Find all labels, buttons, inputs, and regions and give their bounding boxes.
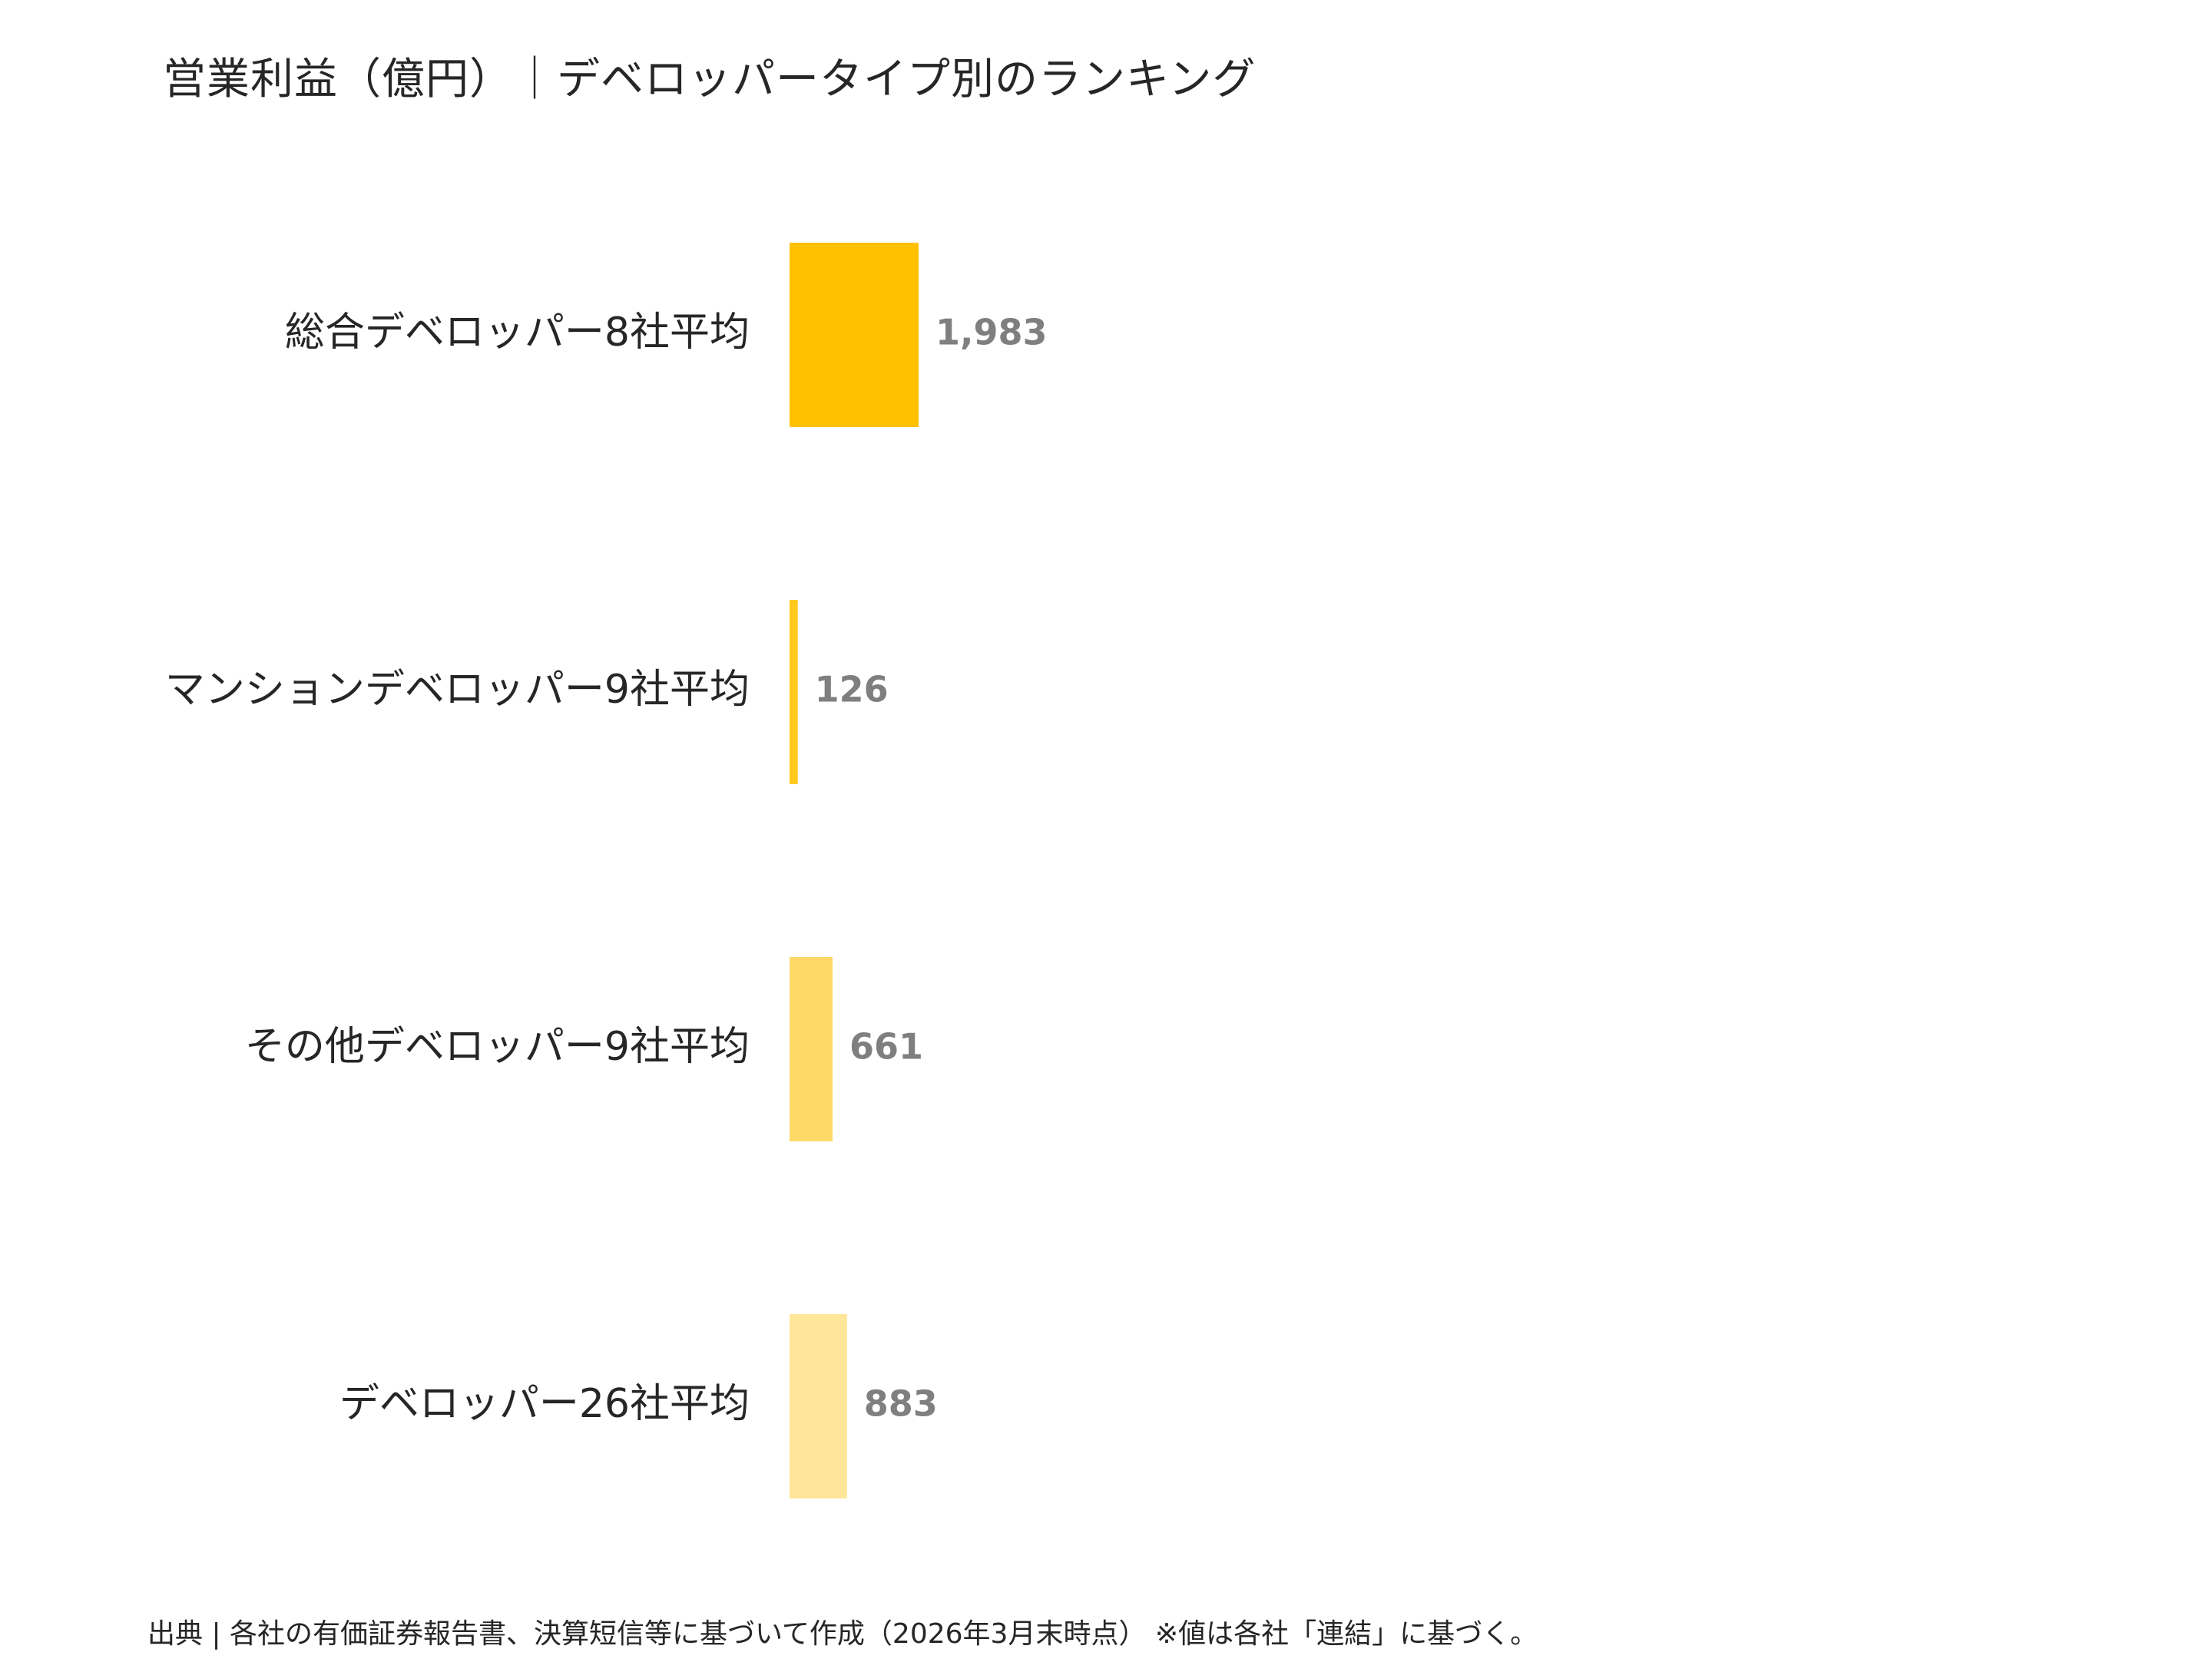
category-label: その他デベロッパー9社平均 bbox=[245, 1024, 750, 1070]
data-label: 126 bbox=[815, 669, 889, 710]
data-label: 883 bbox=[864, 1383, 938, 1425]
category-label: デベロッパー26社平均 bbox=[339, 1381, 750, 1427]
chart-title: 営業利益（億円）｜デベロッパータイプ別のランキング bbox=[163, 55, 1257, 104]
data-label: 661 bbox=[849, 1026, 923, 1068]
bar bbox=[790, 243, 919, 427]
data-label: 1,983 bbox=[935, 312, 1048, 353]
category-label: 総合デベロッパー8社平均 bbox=[285, 310, 750, 356]
bar bbox=[790, 600, 798, 784]
bar bbox=[790, 957, 833, 1141]
bar bbox=[790, 1314, 847, 1498]
category-label: マンションデベロッパー9社平均 bbox=[165, 667, 750, 713]
source-footnote: 出典 | 各社の有価証券報告書、決算短信等に基づいて作成（2026年3月末時点）… bbox=[147, 1618, 1538, 1650]
